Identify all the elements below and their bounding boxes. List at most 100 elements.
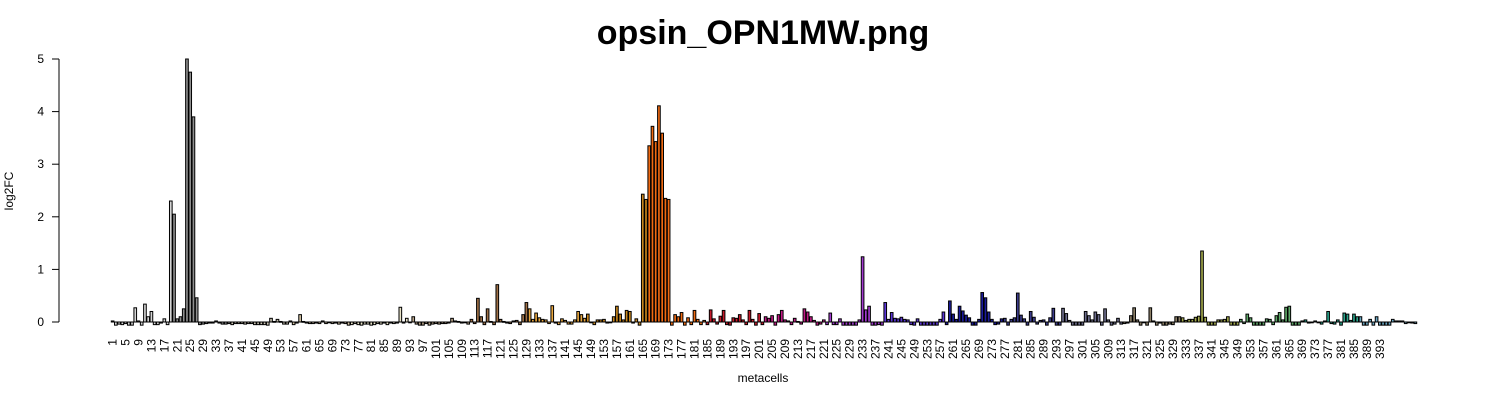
bar-323 (1151, 320, 1156, 323)
x-tick-label: 365 (1282, 339, 1296, 359)
x-tick-label: 393 (1373, 339, 1387, 359)
bar-360 (1271, 321, 1275, 326)
bar-342 (1213, 321, 1217, 326)
bar-174 (670, 321, 674, 326)
bar-400 (1400, 320, 1405, 323)
bar-235 (867, 305, 871, 323)
bar-295 (1061, 307, 1065, 323)
x-tick-label: 185 (700, 339, 714, 359)
bar-257 (938, 318, 943, 323)
bar-131 (531, 318, 535, 323)
bar-44 (249, 321, 254, 325)
bar-190 (721, 309, 726, 323)
bar-65 (317, 321, 322, 325)
bar-361 (1274, 315, 1279, 323)
x-tick-label: 353 (1244, 339, 1258, 359)
bar-339 (1203, 316, 1208, 323)
bar-105 (446, 321, 451, 324)
bar-214 (799, 321, 803, 325)
bar-226 (838, 318, 842, 323)
x-tick-label: 125 (506, 339, 520, 359)
bar-252 (922, 321, 926, 326)
bar-113 (472, 321, 477, 325)
bar-232 (857, 319, 862, 323)
bar-156 (611, 316, 616, 323)
bar-62 (307, 321, 312, 325)
bar-385 (1352, 313, 1356, 323)
bar-310 (1109, 321, 1114, 326)
bar-197 (744, 321, 749, 326)
bar-166 (644, 198, 648, 323)
x-tick-label: 297 (1062, 339, 1076, 359)
bar-161 (628, 310, 632, 323)
x-tick-label: 197 (739, 339, 753, 359)
x-tick-label: 201 (752, 339, 766, 359)
bar-78 (359, 321, 364, 326)
bar-288 (1038, 319, 1043, 323)
bar-6 (126, 321, 131, 326)
bar-34 (217, 321, 222, 324)
bar-281 (1015, 292, 1020, 323)
bar-230 (851, 321, 855, 326)
x-tick-label: 141 (558, 339, 572, 359)
bar-38 (230, 321, 235, 326)
bar-159 (621, 319, 626, 323)
bar-162 (631, 321, 635, 324)
bar-85 (382, 321, 386, 324)
x-tick-label: 21 (170, 339, 184, 353)
x-tick-label: 257 (933, 339, 947, 359)
bar-1 (110, 320, 115, 323)
bar-313 (1119, 321, 1124, 325)
bar-153 (602, 318, 606, 323)
bar-191 (725, 321, 729, 326)
y-tick-label: 2 (37, 210, 44, 224)
x-tick-label: 301 (1075, 339, 1089, 359)
bar-262 (954, 318, 959, 323)
bar-201 (757, 313, 761, 323)
bar-169 (653, 141, 658, 323)
bar-250 (915, 318, 920, 323)
bar-384 (1348, 319, 1353, 323)
bar-12 (146, 316, 151, 323)
bar-237 (873, 321, 878, 326)
bar-28 (198, 321, 202, 326)
bar-284 (1025, 321, 1030, 326)
bar-98 (424, 321, 429, 325)
bar-81 (369, 321, 374, 326)
bar-223 (828, 312, 833, 323)
bar-312 (1116, 317, 1120, 323)
x-tick-label: 285 (1024, 339, 1038, 359)
bar-369 (1300, 320, 1305, 323)
bar-372 (1310, 321, 1314, 324)
bar-318 (1135, 319, 1140, 323)
bar-352 (1245, 313, 1250, 323)
bar-362 (1277, 312, 1282, 323)
bar-193 (731, 317, 736, 323)
bar-330 (1174, 316, 1178, 323)
y-tick-label: 3 (37, 157, 44, 171)
bar-107 (453, 320, 458, 323)
x-tick-label: 13 (144, 339, 158, 353)
bar-285 (1028, 310, 1033, 323)
bar-75 (350, 321, 354, 326)
bar-258 (941, 311, 946, 323)
bar-371 (1306, 321, 1311, 324)
bar-322 (1148, 307, 1153, 323)
x-tick-label: 65 (313, 339, 327, 353)
bar-210 (786, 320, 791, 323)
bar-211 (789, 321, 794, 326)
x-tick-label: 9 (131, 339, 145, 346)
x-tick-label: 169 (649, 339, 663, 359)
bar-74 (346, 321, 351, 326)
bar-141 (563, 319, 568, 323)
x-tick-label: 369 (1295, 339, 1309, 359)
bar-216 (805, 311, 810, 323)
x-tick-label: 133 (532, 339, 546, 359)
bar-116 (482, 321, 487, 326)
x-tick-label: 153 (597, 339, 611, 359)
bar-273 (990, 318, 994, 323)
bar-256 (935, 321, 939, 326)
x-tick-label: 45 (248, 339, 262, 353)
y-tick-label: 0 (37, 315, 44, 329)
